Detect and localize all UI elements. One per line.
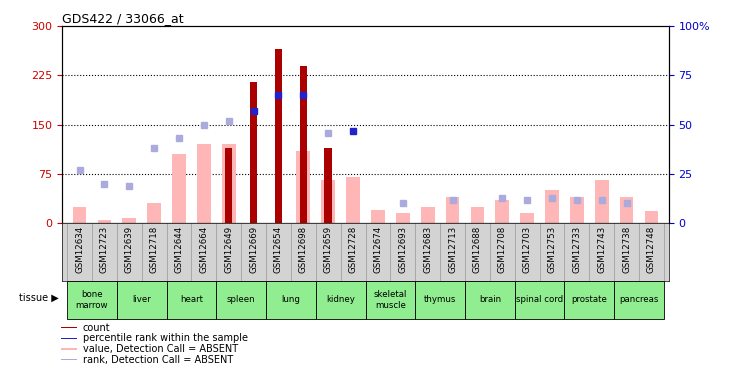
Text: GSM12644: GSM12644 xyxy=(175,226,183,273)
Text: GSM12693: GSM12693 xyxy=(398,226,407,273)
Bar xyxy=(520,213,534,223)
Bar xyxy=(250,82,257,223)
Bar xyxy=(197,144,211,223)
Text: GSM12743: GSM12743 xyxy=(597,226,606,273)
Bar xyxy=(471,207,484,223)
Text: GSM12688: GSM12688 xyxy=(473,226,482,273)
Bar xyxy=(496,200,509,223)
Bar xyxy=(222,144,235,223)
Text: kidney: kidney xyxy=(326,296,355,304)
Bar xyxy=(325,148,332,223)
Text: GSM12654: GSM12654 xyxy=(274,226,283,273)
Bar xyxy=(415,281,465,319)
Bar xyxy=(316,281,366,319)
Text: skeletal
muscle: skeletal muscle xyxy=(374,290,407,310)
Bar xyxy=(322,180,335,223)
Text: GSM12649: GSM12649 xyxy=(224,226,233,273)
Bar xyxy=(396,213,409,223)
Text: GSM12723: GSM12723 xyxy=(100,226,109,273)
Bar xyxy=(421,207,434,223)
Text: rank, Detection Call = ABSENT: rank, Detection Call = ABSENT xyxy=(83,355,233,365)
Bar xyxy=(545,190,558,223)
Text: GSM12634: GSM12634 xyxy=(75,226,84,273)
Text: GSM12639: GSM12639 xyxy=(125,226,134,273)
Bar xyxy=(300,66,307,223)
Bar xyxy=(61,348,77,350)
Bar xyxy=(570,197,583,223)
Bar xyxy=(216,281,266,319)
Bar xyxy=(346,177,360,223)
Text: bone
marrow: bone marrow xyxy=(76,290,108,310)
Bar xyxy=(297,151,310,223)
Text: GSM12703: GSM12703 xyxy=(523,226,531,273)
Text: GSM12738: GSM12738 xyxy=(622,226,631,273)
Text: GSM12713: GSM12713 xyxy=(448,226,457,273)
Text: GSM12669: GSM12669 xyxy=(249,226,258,273)
Bar xyxy=(61,338,77,339)
Bar xyxy=(97,220,111,223)
Bar xyxy=(225,148,232,223)
Text: prostate: prostate xyxy=(572,296,607,304)
Text: GSM12674: GSM12674 xyxy=(374,226,382,273)
Bar xyxy=(61,327,77,328)
Bar xyxy=(275,49,282,223)
Text: GSM12664: GSM12664 xyxy=(200,226,208,273)
Bar xyxy=(595,180,609,223)
Bar xyxy=(620,197,634,223)
Text: GSM12659: GSM12659 xyxy=(324,226,333,273)
Text: spleen: spleen xyxy=(227,296,255,304)
Text: GSM12748: GSM12748 xyxy=(647,226,656,273)
Bar xyxy=(515,281,564,319)
Text: pancreas: pancreas xyxy=(619,296,659,304)
Bar xyxy=(148,203,161,223)
Bar xyxy=(371,210,385,223)
Text: GSM12683: GSM12683 xyxy=(423,226,432,273)
Text: liver: liver xyxy=(132,296,151,304)
Bar xyxy=(167,281,216,319)
Text: thymus: thymus xyxy=(424,296,456,304)
Bar xyxy=(266,281,316,319)
Bar xyxy=(72,207,86,223)
Bar xyxy=(173,154,186,223)
Text: GSM12733: GSM12733 xyxy=(572,226,581,273)
Text: lung: lung xyxy=(281,296,300,304)
Bar xyxy=(366,281,415,319)
Bar xyxy=(614,281,664,319)
Text: GSM12698: GSM12698 xyxy=(299,226,308,273)
Bar xyxy=(61,359,77,360)
Bar xyxy=(645,211,659,223)
Text: GSM12753: GSM12753 xyxy=(548,226,556,273)
Text: GSM12728: GSM12728 xyxy=(349,226,357,273)
Text: spinal cord: spinal cord xyxy=(516,296,563,304)
Bar xyxy=(122,218,136,223)
Text: count: count xyxy=(83,322,110,333)
Text: GSM12708: GSM12708 xyxy=(498,226,507,273)
Bar xyxy=(67,281,117,319)
Text: brain: brain xyxy=(479,296,501,304)
Text: tissue ▶: tissue ▶ xyxy=(19,293,58,303)
Text: value, Detection Call = ABSENT: value, Detection Call = ABSENT xyxy=(83,344,238,354)
Bar xyxy=(465,281,515,319)
Text: GSM12718: GSM12718 xyxy=(150,226,159,273)
Bar xyxy=(117,281,167,319)
Text: GDS422 / 33066_at: GDS422 / 33066_at xyxy=(62,12,183,25)
Bar xyxy=(446,197,459,223)
Text: heart: heart xyxy=(180,296,203,304)
Bar xyxy=(564,281,614,319)
Text: percentile rank within the sample: percentile rank within the sample xyxy=(83,333,248,343)
